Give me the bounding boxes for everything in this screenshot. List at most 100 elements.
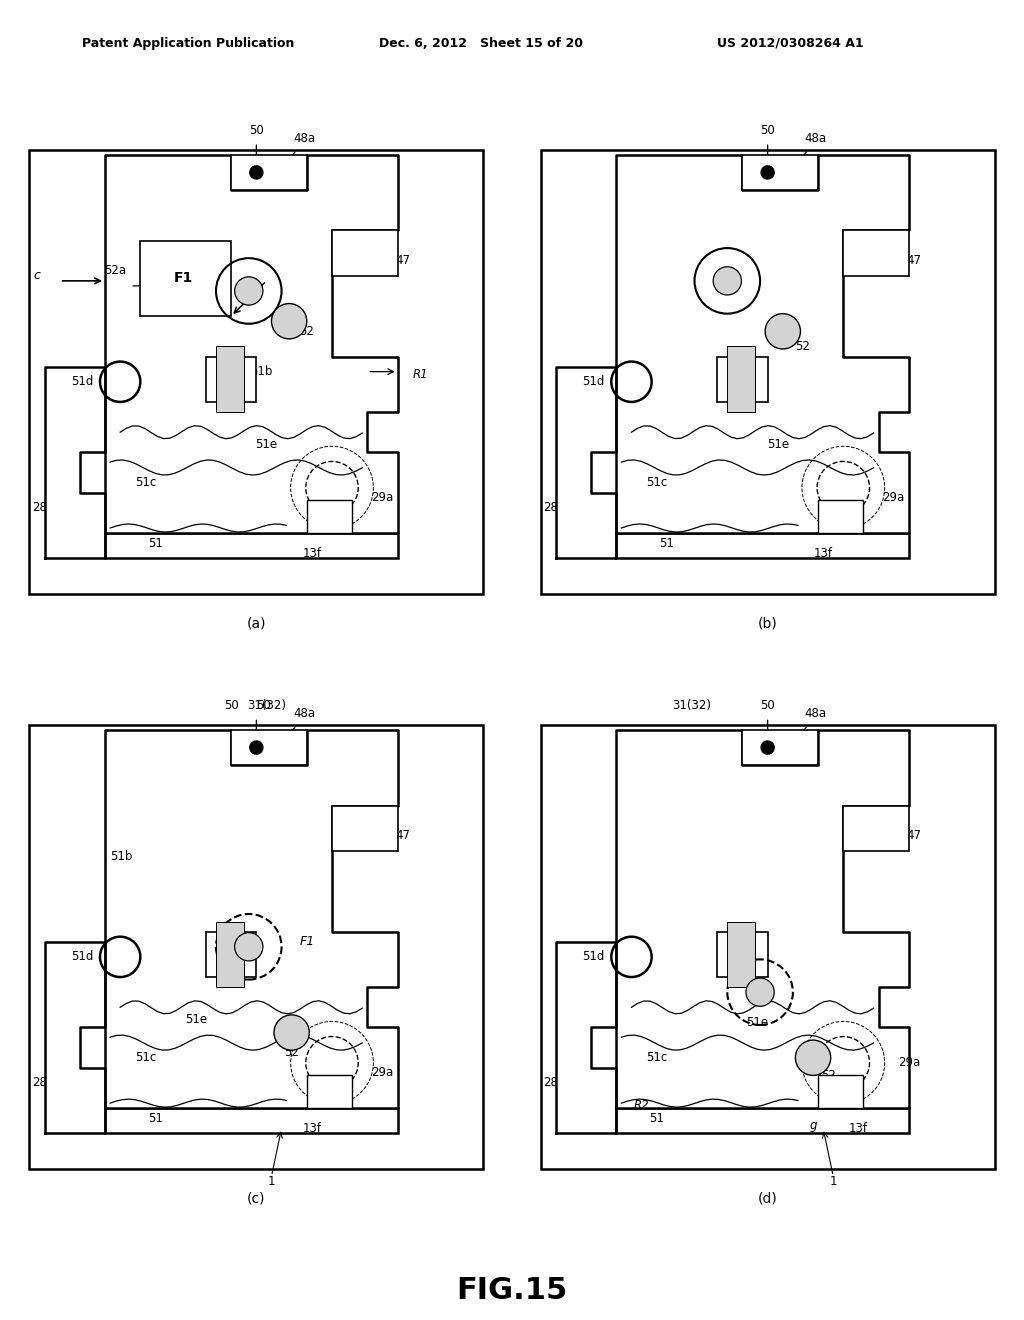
Text: 51e: 51e <box>184 1014 207 1027</box>
Text: 51c: 51c <box>646 477 668 490</box>
Bar <box>742 154 818 190</box>
Text: 1: 1 <box>267 1175 275 1188</box>
Text: 51: 51 <box>659 537 674 549</box>
Text: 31(32): 31(32) <box>247 700 286 713</box>
Bar <box>307 500 352 533</box>
Text: 28: 28 <box>544 1077 558 1089</box>
Polygon shape <box>556 367 616 558</box>
Text: 51e: 51e <box>767 438 788 451</box>
Text: (c): (c) <box>247 1192 265 1206</box>
Bar <box>140 240 231 317</box>
Text: 29a: 29a <box>372 1067 393 1080</box>
Polygon shape <box>616 154 909 533</box>
Polygon shape <box>616 730 909 1109</box>
Circle shape <box>796 1040 830 1076</box>
Text: 51b: 51b <box>731 940 754 953</box>
Circle shape <box>713 267 741 294</box>
Text: 51d: 51d <box>71 950 93 964</box>
Bar <box>616 1109 909 1134</box>
Bar <box>231 154 307 190</box>
Circle shape <box>250 166 263 180</box>
Bar <box>307 1076 352 1109</box>
Text: 50: 50 <box>256 700 271 713</box>
Text: 48a: 48a <box>293 132 315 145</box>
Text: US 2012/0308264 A1: US 2012/0308264 A1 <box>717 37 863 50</box>
Text: 28: 28 <box>544 502 558 515</box>
Bar <box>332 231 397 276</box>
Text: 52: 52 <box>285 1047 299 1059</box>
Circle shape <box>271 304 307 339</box>
Text: 51c: 51c <box>135 1051 156 1064</box>
Text: Patent Application Publication: Patent Application Publication <box>82 37 294 50</box>
Text: 51d: 51d <box>71 375 93 388</box>
Text: c: c <box>34 269 40 282</box>
Bar <box>216 921 244 987</box>
Polygon shape <box>556 941 616 1134</box>
Bar <box>727 346 755 412</box>
Text: 51c: 51c <box>135 477 156 490</box>
Text: 28: 28 <box>32 1077 47 1089</box>
Text: 51b: 51b <box>111 850 132 862</box>
Text: 50: 50 <box>224 700 239 713</box>
Polygon shape <box>105 154 397 533</box>
Text: 29a: 29a <box>898 1056 920 1069</box>
Bar <box>844 231 909 276</box>
Bar <box>844 805 909 851</box>
Circle shape <box>765 314 801 348</box>
Text: 51b: 51b <box>250 366 272 378</box>
Text: 31(32): 31(32) <box>673 700 712 713</box>
Text: 47: 47 <box>395 255 410 267</box>
Text: F1: F1 <box>299 936 314 948</box>
Text: F1: F1 <box>174 272 193 285</box>
Text: 50: 50 <box>249 124 264 137</box>
Bar <box>105 1109 397 1134</box>
Text: 52: 52 <box>796 341 810 352</box>
Polygon shape <box>105 730 397 1109</box>
Text: 51e: 51e <box>255 438 278 451</box>
Text: 47: 47 <box>906 255 922 267</box>
Bar <box>105 533 397 558</box>
Text: 13f: 13f <box>302 546 322 560</box>
Text: 47: 47 <box>395 829 410 842</box>
Circle shape <box>274 1015 309 1051</box>
Text: 1: 1 <box>829 1175 837 1188</box>
Text: 48a: 48a <box>805 132 826 145</box>
Text: Dec. 6, 2012   Sheet 15 of 20: Dec. 6, 2012 Sheet 15 of 20 <box>379 37 583 50</box>
Text: 29a: 29a <box>372 491 393 504</box>
Text: 29a: 29a <box>883 491 905 504</box>
Circle shape <box>761 741 774 754</box>
Circle shape <box>250 741 263 754</box>
Text: 50: 50 <box>760 700 775 713</box>
Text: 51e: 51e <box>746 1016 769 1030</box>
Text: 51: 51 <box>148 1111 163 1125</box>
Bar <box>30 725 483 1168</box>
Bar <box>616 533 909 558</box>
Bar <box>717 932 768 977</box>
Text: 48a: 48a <box>293 706 315 719</box>
Polygon shape <box>44 941 105 1134</box>
Text: 52a: 52a <box>104 264 126 277</box>
Text: 51d: 51d <box>583 375 605 388</box>
Bar <box>541 149 994 594</box>
Text: 47: 47 <box>906 829 922 842</box>
Text: 51c: 51c <box>646 1051 668 1064</box>
Circle shape <box>745 978 774 1006</box>
Text: 51: 51 <box>649 1111 665 1125</box>
Text: 51d: 51d <box>583 950 605 964</box>
Text: g: g <box>809 1119 817 1133</box>
Bar <box>206 356 256 401</box>
Text: 52: 52 <box>299 325 314 338</box>
Circle shape <box>234 933 263 961</box>
Bar <box>332 805 397 851</box>
Text: 13f: 13f <box>814 546 833 560</box>
Text: 50: 50 <box>760 124 775 137</box>
Bar <box>717 356 768 401</box>
Polygon shape <box>44 367 105 558</box>
Text: (d): (d) <box>758 1192 777 1206</box>
Bar <box>818 500 863 533</box>
Bar <box>231 730 307 766</box>
Bar <box>727 921 755 987</box>
Text: FIG.15: FIG.15 <box>457 1276 567 1305</box>
Text: (b): (b) <box>758 616 777 631</box>
Circle shape <box>234 277 263 305</box>
